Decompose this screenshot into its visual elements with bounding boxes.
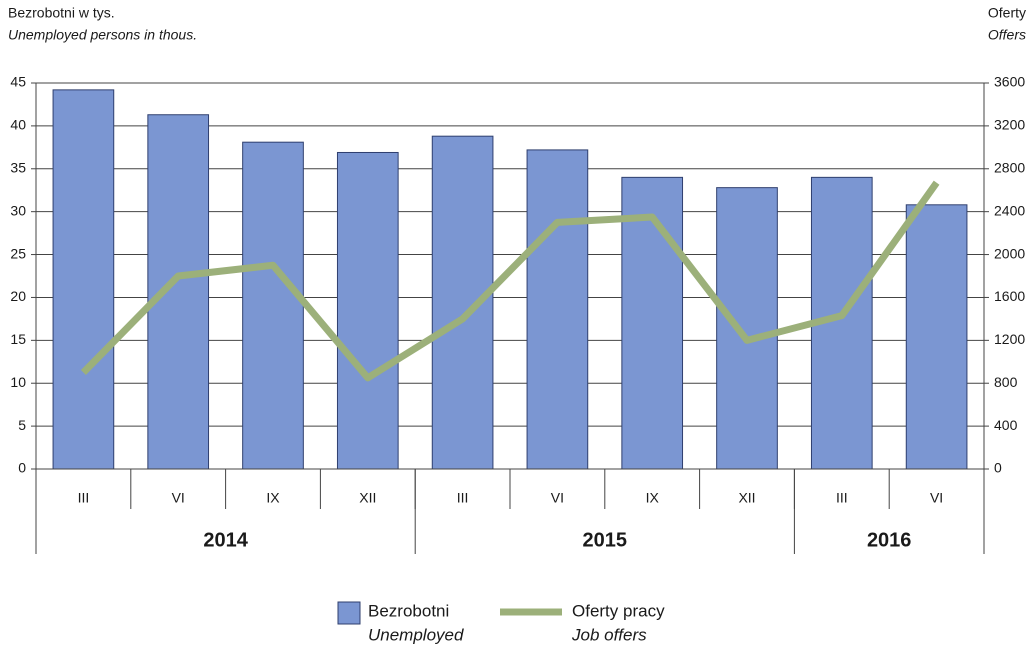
y2-tick-label: 1200 bbox=[994, 331, 1025, 347]
group-label: 2016 bbox=[867, 529, 912, 551]
legend-label: Bezrobotni bbox=[368, 601, 449, 620]
x-tick-label: III bbox=[78, 490, 90, 506]
bar bbox=[431, 135, 494, 470]
bar bbox=[526, 149, 589, 470]
line bbox=[80, 180, 940, 382]
x-tick-label: III bbox=[457, 490, 469, 506]
bar bbox=[242, 141, 304, 470]
y2-tick-label: 1600 bbox=[994, 288, 1025, 304]
x-tick-label: IX bbox=[266, 490, 280, 506]
x-tick-label: IX bbox=[646, 490, 660, 506]
y-tick-label: 5 bbox=[18, 417, 26, 433]
legend-label: Oferty pracy bbox=[572, 601, 665, 620]
y-tick-label: 15 bbox=[10, 331, 26, 347]
y-tick-label: 35 bbox=[10, 159, 26, 175]
x-tick-label: VI bbox=[172, 490, 185, 506]
x-tick-label: XII bbox=[738, 490, 755, 506]
y-tick-label: 45 bbox=[10, 74, 26, 90]
y2-axis-label: Oferty bbox=[988, 5, 1026, 21]
y2-tick-label: 2000 bbox=[994, 245, 1025, 261]
y-axis-label-en: Unemployed persons in thous. bbox=[8, 27, 197, 43]
y-tick-label: 25 bbox=[10, 245, 26, 261]
x-tick-label: VI bbox=[551, 490, 564, 506]
x-tick-label: VI bbox=[930, 490, 943, 506]
x-tick-label: III bbox=[836, 490, 848, 506]
y-axis-label: Bezrobotni w tys. bbox=[8, 5, 115, 21]
y2-tick-label: 400 bbox=[994, 417, 1018, 433]
legend-label-en: Unemployed bbox=[368, 625, 464, 644]
y2-tick-label: 2400 bbox=[994, 202, 1025, 218]
y2-tick-label: 2800 bbox=[994, 159, 1025, 175]
y-tick-label: 30 bbox=[10, 202, 26, 218]
y-tick-label: 0 bbox=[18, 460, 26, 476]
y2-tick-label: 3200 bbox=[994, 117, 1025, 133]
x-tick-label: XII bbox=[359, 490, 376, 506]
y2-tick-label: 0 bbox=[994, 460, 1002, 476]
y-tick-label: 20 bbox=[10, 288, 26, 304]
y2-tick-label: 3600 bbox=[994, 74, 1025, 90]
y2-axis-label-en: Offers bbox=[988, 27, 1026, 43]
bar bbox=[716, 187, 778, 470]
group-label: 2014 bbox=[203, 529, 248, 551]
bar bbox=[147, 114, 210, 470]
bar bbox=[52, 89, 115, 470]
bar bbox=[905, 204, 968, 470]
y-tick-label: 40 bbox=[10, 117, 26, 133]
bar bbox=[621, 176, 684, 470]
legend-label-en: Job offers bbox=[571, 625, 647, 644]
bar bbox=[336, 151, 399, 470]
y-tick-label: 10 bbox=[10, 374, 26, 390]
legend-swatch bbox=[337, 601, 361, 625]
group-label: 2015 bbox=[583, 529, 628, 551]
y2-tick-label: 800 bbox=[994, 374, 1018, 390]
